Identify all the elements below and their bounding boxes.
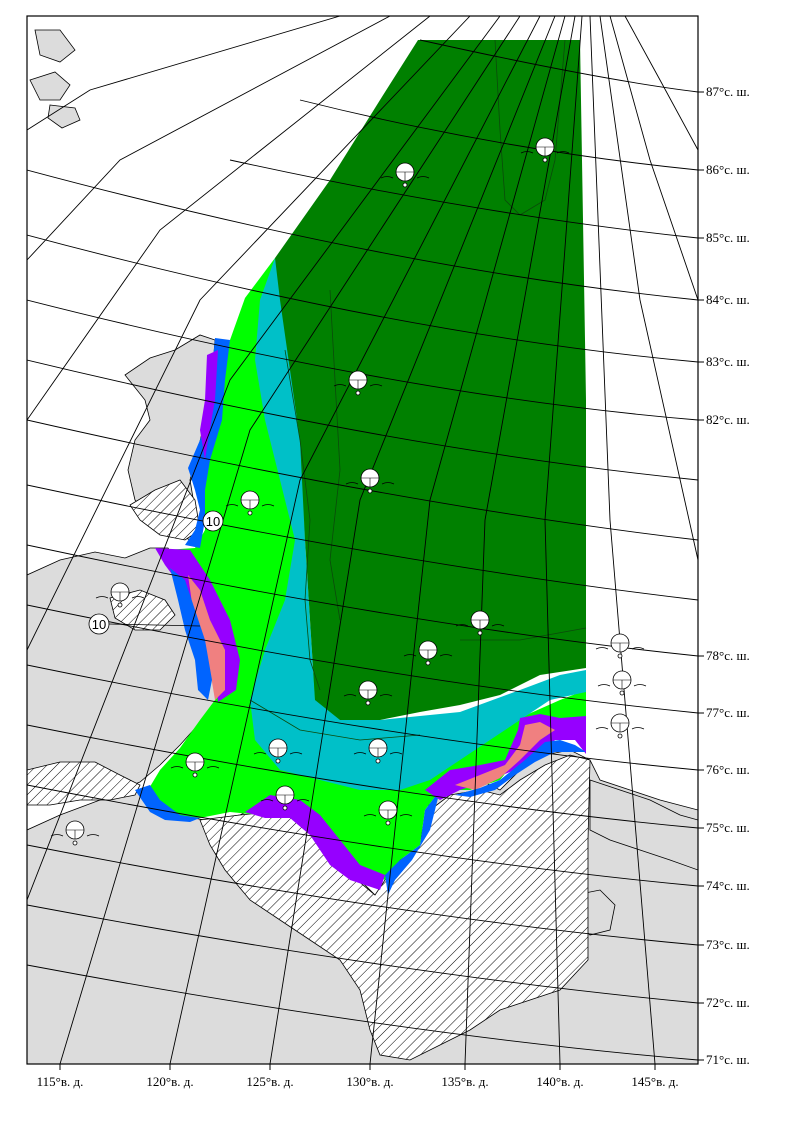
lat-label-78: 78°с. ш. — [706, 648, 750, 663]
lon-label-115: 115°в. д. — [37, 1074, 84, 1089]
lon-label-125: 125°в. д. — [246, 1074, 293, 1089]
land-new-siberian-islands — [589, 779, 698, 871]
ice-label-10-taymyr: 10 — [88, 613, 201, 635]
lon-label-130: 130°в. д. — [346, 1074, 393, 1089]
fast-ice-taymyr — [27, 761, 141, 806]
ice-label-text: 10 — [206, 514, 220, 529]
fast-ice-lena-delta — [199, 754, 591, 1061]
lon-label-140: 140°в. д. — [536, 1074, 583, 1089]
zone-blue-taymyr-south — [135, 785, 200, 822]
ice-label-10-severnaya: 10 — [202, 510, 224, 532]
station-symbol — [455, 610, 505, 636]
station-symbol — [595, 633, 645, 659]
station-symbol — [50, 820, 100, 846]
fast-ice-taymyr-north — [109, 589, 176, 631]
lat-label-82: 82°с. ш. — [706, 412, 750, 427]
lat-label-76: 76°с. ш. — [706, 762, 750, 777]
land-franz-josef-1 — [29, 71, 71, 101]
station-symbol — [333, 370, 383, 396]
ice-label-text: 10 — [92, 617, 106, 632]
station-symbol — [597, 670, 647, 696]
stations — [50, 137, 647, 846]
lon-label-135: 135°в. д. — [441, 1074, 488, 1089]
latitude-labels: 87°с. ш. 86°с. ш. 85°с. ш. 84°с. ш. 83°с… — [698, 84, 750, 1067]
map-frame — [26, 15, 699, 1065]
lat-label-73: 73°с. ш. — [706, 937, 750, 952]
lat-label-72: 72°с. ш. — [706, 995, 750, 1010]
station-symbol — [343, 680, 393, 706]
station-symbol — [95, 582, 145, 608]
zone-dark-green — [275, 40, 586, 720]
fast-ice-areas — [27, 479, 591, 1061]
station-symbol — [353, 738, 403, 764]
lat-label-74: 74°с. ш. — [706, 878, 750, 893]
lon-label-120: 120°в. д. — [146, 1074, 193, 1089]
station-symbol — [363, 800, 413, 826]
graticule — [27, 16, 698, 1064]
lat-label-85: 85°с. ш. — [706, 230, 750, 245]
land-franz-josef-2 — [47, 104, 81, 129]
station-symbol — [403, 640, 453, 666]
land-franz-josef-3 — [34, 29, 76, 63]
station-symbol — [595, 713, 645, 739]
zone-violet-west — [200, 350, 218, 460]
station-symbol — [260, 785, 310, 811]
station-symbol — [380, 162, 430, 188]
station-symbol — [253, 738, 303, 764]
ice-isolines — [249, 39, 587, 741]
ice-zones — [135, 40, 586, 895]
station-symbol — [345, 468, 395, 494]
lat-label-75: 75°с. ш. — [706, 820, 750, 835]
lat-label-86: 86°с. ш. — [706, 162, 750, 177]
zone-violet-lena — [245, 795, 385, 890]
zone-pink-east — [455, 722, 555, 790]
zone-blue-taymyr — [170, 568, 212, 700]
station-symbol — [520, 137, 570, 163]
lat-label-83: 83°с. ш. — [706, 354, 750, 369]
lat-label-87: 87°с. ш. — [706, 84, 750, 99]
lat-label-77: 77°с. ш. — [706, 705, 750, 720]
station-symbol — [170, 752, 220, 778]
zone-blue-lena — [385, 790, 440, 895]
lat-label-71: 71°с. ш. — [706, 1052, 750, 1067]
longitude-labels: 115°в. д. 120°в. д. 125°в. д. 130°в. д. … — [37, 1064, 679, 1089]
lon-label-145: 145°в. д. — [631, 1074, 678, 1089]
zone-blue-east — [455, 740, 586, 797]
station-symbol — [225, 490, 275, 516]
lat-label-84: 84°с. ш. — [706, 292, 750, 307]
